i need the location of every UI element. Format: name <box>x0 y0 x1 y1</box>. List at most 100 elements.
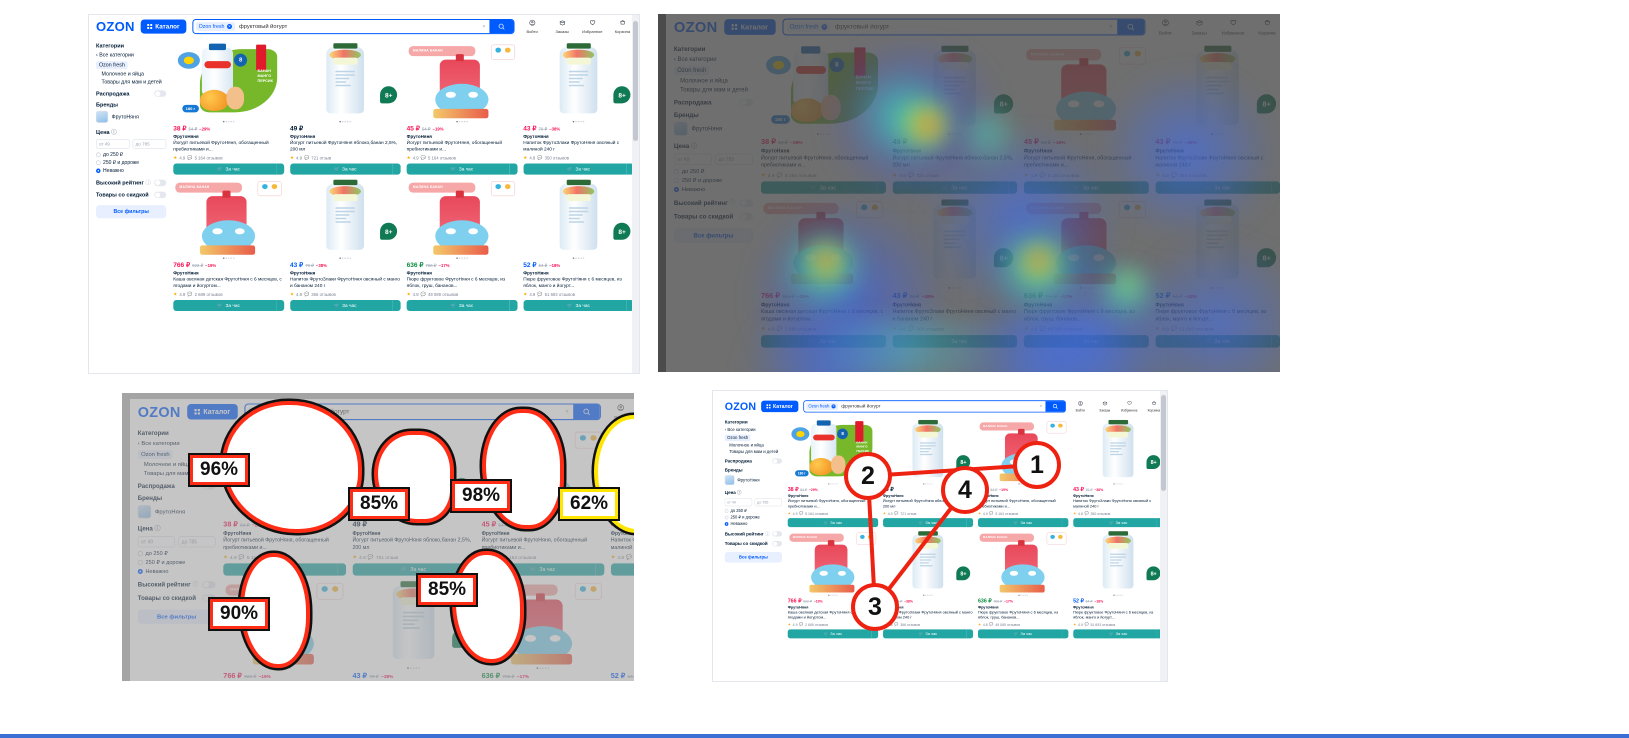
product-brand[interactable]: ФрутоНяня <box>173 270 199 276</box>
button-split[interactable] <box>392 300 401 312</box>
search-input[interactable]: фруктовый йогурт <box>238 23 288 30</box>
active-category[interactable]: Ozon fresh <box>96 61 128 70</box>
all-filters-button[interactable]: Все фильтры <box>724 552 783 563</box>
add-to-cart-button[interactable]: 🛒За час <box>173 163 284 175</box>
search-button[interactable] <box>489 20 514 34</box>
sale-row[interactable]: Распродажа <box>725 458 783 464</box>
brand-item[interactable]: ФрутоНяня <box>96 110 166 123</box>
catalog-button[interactable]: Каталог <box>140 19 187 34</box>
search-bar[interactable]: Ozon fresh✕фруктовый йогурт× <box>803 400 1066 413</box>
high-rating-toggle[interactable] <box>772 530 783 537</box>
button-split[interactable] <box>625 300 634 312</box>
search-bar[interactable]: Ozon fresh✕фруктовый йогурт × <box>192 19 515 35</box>
button-split[interactable] <box>1156 518 1164 528</box>
product-image[interactable]: 8+ <box>1073 419 1164 482</box>
price-radio-2[interactable]: Неважно <box>724 522 782 526</box>
product-title[interactable]: Напиток ФрутоЗлаки ФрутоНяня овсяный с м… <box>1073 498 1152 509</box>
ozon-logo[interactable]: OZON <box>96 18 135 34</box>
product-title[interactable]: Пюре фруктовое ФрутоНяня с 6 месяцев, из… <box>977 610 1059 620</box>
add-to-cart-button[interactable]: 🛒За час <box>977 629 1069 639</box>
price-from-input[interactable]: от 49 <box>724 498 753 507</box>
product-title[interactable]: Йогурт питьевой ФрутоНяня, обогащенный п… <box>173 139 269 152</box>
product-brand[interactable]: ФрутоНяня <box>173 133 199 139</box>
all-filters-button[interactable]: Все фильтры <box>96 205 167 219</box>
subcategory-0[interactable]: Молочное и яйца <box>101 71 144 78</box>
product-brand[interactable]: ФрутоНяня <box>977 493 999 499</box>
product-brand[interactable]: ФрутоНяня <box>787 605 809 610</box>
page-scrollbar[interactable] <box>1160 391 1167 681</box>
price-radio-2[interactable]: Неважно <box>96 168 166 174</box>
button-split[interactable] <box>1061 518 1069 528</box>
nav-item-0[interactable]: Войти <box>1071 400 1090 412</box>
product-image[interactable]: МАЛИНА БАНАН70 г <box>173 179 284 255</box>
product-brand[interactable]: ФрутоНяня <box>977 605 999 610</box>
image-dots[interactable] <box>173 257 284 259</box>
product-image[interactable]: 8+ <box>523 43 634 119</box>
image-dots[interactable] <box>290 257 401 259</box>
all-categories-link[interactable]: ‹ Все категории <box>96 52 134 59</box>
product-brand[interactable]: ФрутоНяня <box>289 133 316 139</box>
subcategory-1[interactable]: Товары для мам и детей <box>101 79 162 86</box>
search-input[interactable]: фруктовый йогурт <box>841 403 881 409</box>
product-brand[interactable]: ФрутоНяня <box>523 133 549 139</box>
product-image[interactable]: 8+ <box>289 179 401 255</box>
discount-row[interactable]: Товары со скидкой <box>96 191 167 199</box>
product-title[interactable]: Напиток ФрутоЗлаки ФрутоНяня овсяный с м… <box>882 610 973 620</box>
button-split[interactable] <box>871 629 878 639</box>
add-to-cart-button[interactable]: 🛒За час <box>523 300 634 312</box>
high-rating-row[interactable]: Высокий рейтинг ⓘ <box>725 530 783 537</box>
product-title[interactable]: Напиток ФрутоЗлаки ФрутоНяня овсяный с м… <box>523 139 620 152</box>
product-card[interactable]: МАЛИНА БАНАН70 г 45 ₽54 ₽−19%ФрутоНяняЙог… <box>406 43 518 175</box>
image-dots[interactable] <box>1073 594 1163 596</box>
button-split[interactable] <box>509 163 517 175</box>
nav-item-3[interactable]: Корзина <box>611 19 634 34</box>
image-dots[interactable] <box>173 120 284 123</box>
image-dots[interactable] <box>978 594 1068 596</box>
clear-icon[interactable]: × <box>482 23 486 30</box>
button-split[interactable] <box>966 629 974 639</box>
page-scrollbar[interactable] <box>632 15 639 373</box>
price-to-input[interactable]: до 785 <box>132 138 167 149</box>
button-split[interactable] <box>625 163 634 175</box>
info-icon[interactable]: ⓘ <box>737 490 742 496</box>
image-dots[interactable] <box>407 120 518 123</box>
add-to-cart-button[interactable]: 🛒За час <box>1073 629 1164 639</box>
product-brand[interactable]: ФрутоНяня <box>1073 605 1094 610</box>
product-image[interactable]: 8+ <box>289 43 401 119</box>
product-image[interactable]: 8+ <box>1073 531 1164 593</box>
search-button[interactable] <box>1045 401 1066 412</box>
add-to-cart-button[interactable]: 🛒За час <box>289 300 401 312</box>
nav-item-2[interactable]: Избранное <box>581 19 604 34</box>
add-to-cart-button[interactable]: 🛒За час <box>289 163 401 175</box>
product-image[interactable]: МАЛИНА БАНАН70 г <box>406 179 518 255</box>
button-split[interactable] <box>1156 629 1164 639</box>
nav-item-0[interactable]: Войти <box>521 19 544 34</box>
add-to-cart-button[interactable]: 🛒За час <box>882 629 974 639</box>
all-categories-link[interactable]: ‹ Все категории <box>724 427 756 433</box>
image-dots[interactable] <box>523 120 634 123</box>
info-icon[interactable]: ⓘ <box>111 129 117 136</box>
product-title[interactable]: Йогурт питьевой ФрутоНяня, обогащенный п… <box>787 498 866 509</box>
image-dots[interactable] <box>290 120 401 123</box>
high-rating-row[interactable]: Высокий рейтинг ⓘ <box>96 179 167 187</box>
product-brand[interactable]: ФрутоНяня <box>787 493 809 499</box>
product-card[interactable]: МАЛИНА БАНАН70 г636 ₽766 ₽−17%ФрутоНяняП… <box>977 531 1069 639</box>
price-to-input[interactable]: до 785 <box>754 498 783 507</box>
high-rating-toggle[interactable] <box>154 179 167 186</box>
brand-item[interactable]: ФрутоНяня <box>724 475 782 485</box>
product-card[interactable]: МАЛИНА БАНАН70 г636 ₽766 ₽−17%ФрутоНяняП… <box>406 179 518 312</box>
product-brand[interactable]: ФрутоНяня <box>406 270 432 276</box>
subcategory-0[interactable]: Молочное и яйца <box>729 442 764 448</box>
search-scope-chip[interactable]: Ozon fresh✕ <box>195 22 235 32</box>
product-title[interactable]: Йогурт питьевой ФрутоНяня, обогащенный п… <box>406 139 502 152</box>
product-title[interactable]: Пюре фруктовое ФрутоНяня с 6 месяцев, из… <box>406 276 506 289</box>
discount-toggle[interactable] <box>154 191 167 199</box>
info-icon[interactable]: ⓘ <box>145 180 151 187</box>
info-icon[interactable]: ⓘ <box>764 531 770 537</box>
